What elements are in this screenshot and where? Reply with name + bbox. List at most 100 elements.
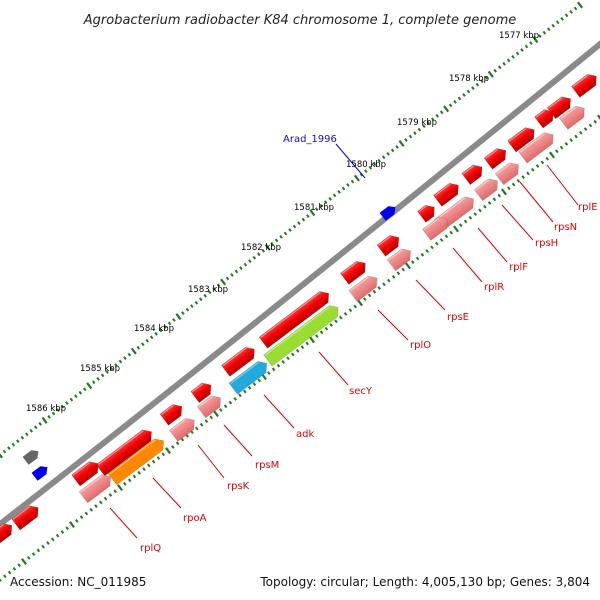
gene-label-rpsH[interactable]: rpsH [535, 238, 558, 249]
gene-label-adk[interactable]: adk [296, 429, 314, 440]
tick-mark [564, 141, 569, 146]
tick-mark [564, 13, 569, 18]
gene-arrow[interactable] [190, 379, 215, 404]
gene-arrow-light[interactable] [558, 103, 588, 130]
tick-mark [0, 451, 3, 459]
kbp-label: 1586 kbp [26, 404, 66, 414]
tick-mark [16, 439, 20, 444]
tick-mark [7, 570, 12, 575]
tick-mark [507, 186, 511, 191]
tick-mark [151, 459, 156, 464]
tick-mark [105, 370, 109, 374]
map-title: Agrobacterium radiobacter K84 chromosome… [83, 13, 516, 28]
gene-arrow[interactable] [0, 520, 16, 545]
kbp-label: 1578 kbp [449, 74, 489, 84]
gene-label-secY[interactable]: secY [349, 386, 373, 397]
gene-arrow-light[interactable] [473, 175, 502, 202]
tick-mark [372, 289, 377, 294]
tick-mark [483, 204, 487, 209]
tick-mark [212, 286, 216, 291]
gene-label-rpsN[interactable]: rpsN [554, 222, 577, 233]
gene-arrow[interactable] [95, 426, 156, 477]
gene-arrow[interactable] [483, 145, 510, 170]
tick-mark [367, 293, 372, 298]
tick-mark [387, 278, 391, 283]
gene-arrow[interactable] [534, 106, 558, 129]
tick-mark [381, 155, 386, 160]
gene-arrow[interactable] [258, 288, 333, 349]
tick-mark [417, 127, 422, 132]
tick-mark [20, 435, 25, 440]
tick-mark [149, 335, 154, 340]
tick-mark [233, 397, 237, 401]
gene-label-rpsK[interactable]: rpsK [227, 481, 250, 492]
tick-mark [391, 275, 396, 279]
gene-arrow[interactable] [220, 344, 258, 377]
gene-arrow-light[interactable] [348, 272, 381, 303]
tick-mark [415, 256, 420, 261]
tick-mark [420, 252, 425, 257]
gene-arrow[interactable] [376, 232, 403, 257]
tick-mark [25, 432, 29, 437]
tick-mark [27, 555, 31, 560]
gene-arrow[interactable] [159, 401, 186, 426]
tick-mark [545, 156, 549, 161]
tick-mark [78, 390, 83, 395]
gene-arrow[interactable] [11, 502, 43, 531]
tick-mark [453, 225, 459, 233]
tick-mark [292, 224, 297, 229]
gene-label-rpsM[interactable]: rpsM [255, 460, 279, 471]
tick-mark [36, 548, 41, 553]
tick-mark [195, 426, 199, 431]
leader-line [263, 394, 295, 429]
tick-mark [190, 430, 194, 435]
gene-arrow[interactable] [507, 124, 539, 153]
tick-mark [300, 345, 305, 350]
gene-arrow[interactable] [461, 161, 486, 186]
tick-mark [363, 297, 367, 301]
gene-arrow[interactable] [432, 180, 462, 207]
tick-mark [225, 276, 230, 281]
tick-mark [529, 41, 533, 45]
gene-arrow-light[interactable] [386, 245, 415, 272]
gene-label-rplF[interactable]: rplF [509, 262, 528, 273]
tick-mark [74, 394, 78, 399]
gene-arrow-light[interactable] [78, 471, 115, 504]
tick-mark [141, 342, 145, 347]
gene-label-rpoA[interactable]: rpoA [183, 513, 207, 524]
tick-mark [569, 10, 573, 14]
tick-mark [0, 578, 2, 582]
gene-label-rplQ[interactable]: rplQ [140, 543, 161, 554]
gene-label-rplO[interactable]: rplO [410, 340, 431, 351]
gene-label-rplE[interactable]: rplE [578, 202, 598, 213]
tick-mark [339, 315, 343, 320]
gene-arrow-secY[interactable] [263, 302, 343, 367]
tick-mark [497, 193, 501, 198]
feature-blue-marker[interactable] [31, 463, 51, 481]
gene-arrow[interactable] [570, 71, 600, 98]
tick-mark [127, 478, 132, 483]
leader-line [519, 181, 554, 223]
tick-mark [96, 376, 100, 381]
tick-mark [113, 489, 117, 494]
feature-arad1996-marker[interactable] [379, 203, 399, 221]
tick-mark [167, 321, 172, 326]
gene-arrow-light[interactable] [196, 392, 225, 419]
tick-mark [353, 174, 360, 182]
feature-label: Arad_1996 [283, 134, 337, 145]
kbp-label: 1582 kbp [241, 243, 281, 253]
gene-arrow-light[interactable] [494, 159, 523, 186]
gene-arrow[interactable] [339, 258, 369, 285]
grey-gene-marker[interactable] [22, 447, 42, 465]
gene-arrow-light[interactable] [421, 214, 451, 241]
gene-arrow[interactable] [71, 458, 103, 487]
gene-arrow-light[interactable] [518, 129, 558, 164]
tick-mark [47, 415, 51, 419]
gene-arrow[interactable] [416, 202, 438, 223]
gene-arrow-light[interactable] [168, 415, 198, 442]
gene-arrow-rpoA[interactable] [107, 435, 168, 486]
gene-label-rplR[interactable]: rplR [484, 282, 504, 293]
gene-label-rpsE[interactable]: rpsE [447, 312, 469, 323]
gene-arrow-adk[interactable] [228, 358, 271, 395]
